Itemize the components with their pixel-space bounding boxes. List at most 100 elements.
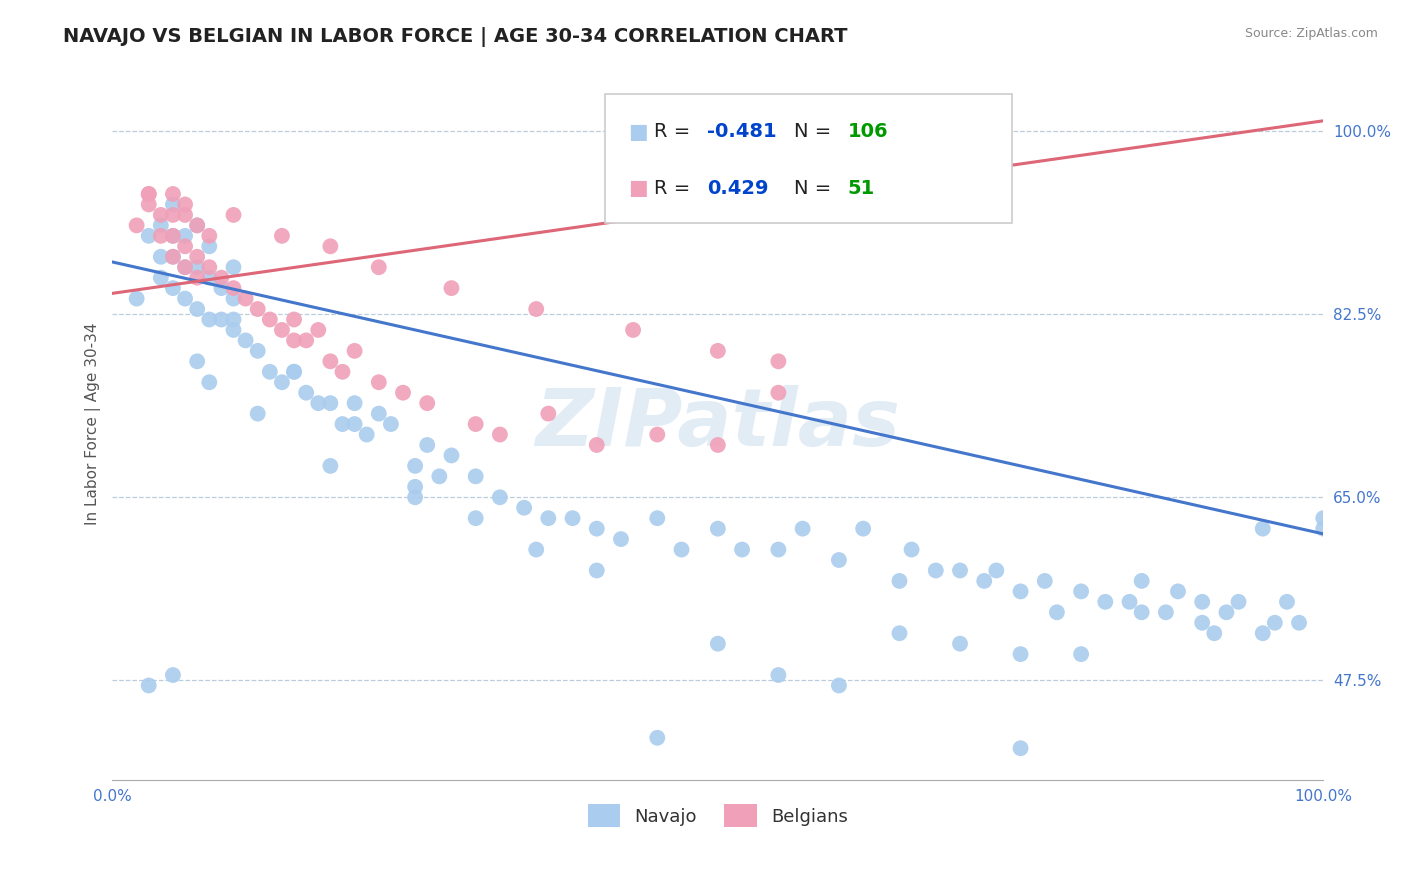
Text: 0.429: 0.429 <box>707 179 769 198</box>
Point <box>222 281 245 295</box>
Point <box>174 239 197 253</box>
Point <box>464 511 486 525</box>
Point <box>768 668 790 682</box>
Point <box>1010 584 1032 599</box>
Point <box>1275 595 1298 609</box>
Point <box>198 312 221 326</box>
Point <box>645 731 668 745</box>
Point <box>162 228 184 243</box>
Point <box>162 250 184 264</box>
Point <box>149 228 172 243</box>
Point <box>1312 522 1334 536</box>
Point <box>367 260 389 275</box>
Point <box>162 668 184 682</box>
Point <box>973 574 995 588</box>
Text: R =: R = <box>654 122 696 141</box>
Point <box>828 678 851 692</box>
Point <box>125 292 148 306</box>
Point <box>162 281 184 295</box>
Point <box>1251 522 1274 536</box>
Point <box>1154 605 1177 619</box>
Point <box>246 301 269 316</box>
Point <box>174 197 197 211</box>
Point <box>561 511 583 525</box>
Point <box>489 427 512 442</box>
Text: ZIPatlas: ZIPatlas <box>536 385 900 463</box>
Point <box>1191 615 1213 630</box>
Point <box>768 354 790 368</box>
Point <box>1264 615 1286 630</box>
Point <box>222 260 245 275</box>
Point <box>1204 626 1226 640</box>
Point <box>949 564 972 578</box>
Point <box>380 417 402 431</box>
Point <box>925 564 948 578</box>
Point <box>343 396 366 410</box>
Point <box>283 365 305 379</box>
Point <box>792 522 814 536</box>
Point <box>283 334 305 348</box>
Point <box>198 376 221 390</box>
Point <box>186 301 208 316</box>
Point <box>621 323 644 337</box>
Point <box>319 354 342 368</box>
Y-axis label: In Labor Force | Age 30-34: In Labor Force | Age 30-34 <box>86 323 101 525</box>
Point <box>198 270 221 285</box>
Point <box>235 334 257 348</box>
Point <box>356 427 378 442</box>
Point <box>259 365 281 379</box>
Point <box>707 438 730 452</box>
Point <box>222 323 245 337</box>
Point <box>416 396 439 410</box>
Text: R =: R = <box>654 179 696 198</box>
Point <box>332 365 354 379</box>
Point <box>138 186 160 201</box>
Point <box>852 522 875 536</box>
Point <box>392 385 415 400</box>
Point <box>1312 511 1334 525</box>
Point <box>198 260 221 275</box>
Point <box>222 312 245 326</box>
Point <box>198 228 221 243</box>
Point <box>440 281 463 295</box>
Point <box>707 637 730 651</box>
Point <box>209 281 232 295</box>
Text: ■: ■ <box>628 122 648 142</box>
Point <box>707 522 730 536</box>
Point <box>464 469 486 483</box>
Point <box>174 208 197 222</box>
Point <box>1227 595 1250 609</box>
Point <box>828 553 851 567</box>
Point <box>416 438 439 452</box>
Point <box>1010 741 1032 756</box>
Point <box>343 343 366 358</box>
Point <box>489 490 512 504</box>
Point <box>1130 574 1153 588</box>
Point <box>404 480 426 494</box>
Point <box>138 678 160 692</box>
Point <box>900 542 922 557</box>
Point <box>1033 574 1056 588</box>
Point <box>1070 647 1092 661</box>
Point <box>259 312 281 326</box>
Point <box>162 197 184 211</box>
Point <box>768 542 790 557</box>
Point <box>585 438 607 452</box>
Point <box>1118 595 1140 609</box>
Point <box>149 250 172 264</box>
Point <box>404 458 426 473</box>
Point <box>645 427 668 442</box>
Point <box>209 270 232 285</box>
Point <box>1070 584 1092 599</box>
Point <box>1167 584 1189 599</box>
Point <box>174 292 197 306</box>
Point <box>1288 615 1310 630</box>
Point <box>307 396 329 410</box>
Point <box>367 376 389 390</box>
Point <box>174 260 197 275</box>
Point <box>889 626 911 640</box>
Point <box>537 511 560 525</box>
Text: N =: N = <box>794 122 838 141</box>
Point <box>186 270 208 285</box>
Point <box>986 564 1008 578</box>
